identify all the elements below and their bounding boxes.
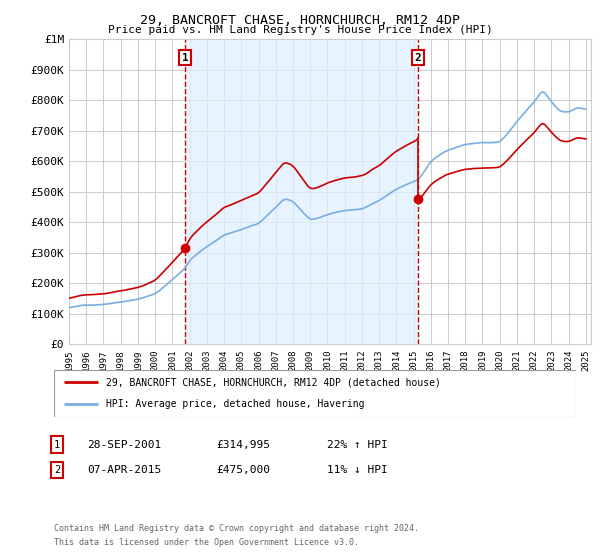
Text: 1: 1 <box>54 440 60 450</box>
Text: HPI: Average price, detached house, Havering: HPI: Average price, detached house, Have… <box>106 399 365 409</box>
Text: 28-SEP-2001: 28-SEP-2001 <box>87 440 161 450</box>
Bar <box>185 39 418 344</box>
Text: 29, BANCROFT CHASE, HORNCHURCH, RM12 4DP (detached house): 29, BANCROFT CHASE, HORNCHURCH, RM12 4DP… <box>106 377 441 388</box>
Text: 2: 2 <box>415 53 422 63</box>
Text: 07-APR-2015: 07-APR-2015 <box>87 465 161 475</box>
Text: 11% ↓ HPI: 11% ↓ HPI <box>327 465 388 475</box>
Text: Price paid vs. HM Land Registry's House Price Index (HPI): Price paid vs. HM Land Registry's House … <box>107 25 493 35</box>
Text: 1: 1 <box>182 53 188 63</box>
Text: Contains HM Land Registry data © Crown copyright and database right 2024.: Contains HM Land Registry data © Crown c… <box>54 524 419 533</box>
Text: 29, BANCROFT CHASE, HORNCHURCH, RM12 4DP: 29, BANCROFT CHASE, HORNCHURCH, RM12 4DP <box>140 14 460 27</box>
Text: £314,995: £314,995 <box>216 440 270 450</box>
Text: 2: 2 <box>54 465 60 475</box>
FancyBboxPatch shape <box>54 370 576 417</box>
Text: 22% ↑ HPI: 22% ↑ HPI <box>327 440 388 450</box>
Text: This data is licensed under the Open Government Licence v3.0.: This data is licensed under the Open Gov… <box>54 538 359 547</box>
Text: £475,000: £475,000 <box>216 465 270 475</box>
